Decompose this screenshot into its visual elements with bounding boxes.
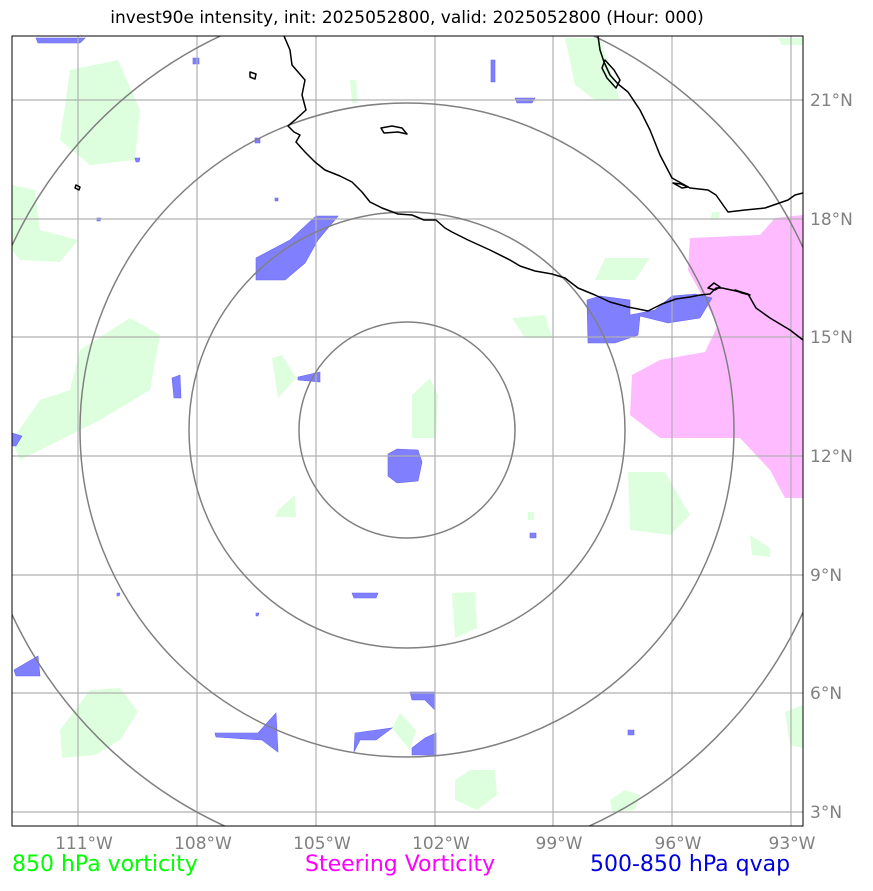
graticule xyxy=(12,36,803,826)
lon-tick-label: 99°W xyxy=(536,834,583,854)
lon-tick-label: 108°W xyxy=(174,834,232,854)
lon-tick-label: 102°W xyxy=(412,834,470,854)
lat-tick-label: 15°N xyxy=(810,328,853,348)
range-rings xyxy=(12,36,803,826)
lat-tick-label: 18°N xyxy=(810,210,853,230)
range-ring-3 xyxy=(79,102,735,758)
lat-tick-label: 12°N xyxy=(810,447,853,467)
coastline xyxy=(74,36,803,341)
range-ring-2 xyxy=(188,211,626,649)
lon-tick-labels: 111°W 108°W 105°W 102°W 99°W 96°W 93°W xyxy=(55,834,816,854)
lat-tick-label: 21°N xyxy=(810,91,853,111)
vorticity-850-fill xyxy=(12,38,803,812)
lat-tick-label: 6°N xyxy=(810,684,842,704)
map-plot-area xyxy=(12,36,803,826)
lon-tick-label: 111°W xyxy=(55,834,113,854)
lat-tick-label: 9°N xyxy=(810,566,842,586)
map-title: invest90e intensity, init: 2025052800, v… xyxy=(110,8,704,28)
range-ring-1 xyxy=(298,321,516,539)
legend-qvap: 500-850 hPa qvap xyxy=(590,852,791,877)
lat-tick-labels: 21°N 18°N 15°N 12°N 9°N 6°N 3°N xyxy=(810,91,853,823)
legend-vorticity-850: 850 hPa vorticity xyxy=(12,852,198,877)
steering-vorticity-fill xyxy=(630,215,803,498)
lon-tick-label: 93°W xyxy=(769,834,816,854)
lon-tick-label: 96°W xyxy=(655,834,702,854)
lon-tick-label: 105°W xyxy=(293,834,351,854)
legend-steering-vorticity: Steering Vorticity xyxy=(305,852,496,877)
plot-frame xyxy=(11,35,804,827)
lat-tick-label: 3°N xyxy=(810,803,842,823)
